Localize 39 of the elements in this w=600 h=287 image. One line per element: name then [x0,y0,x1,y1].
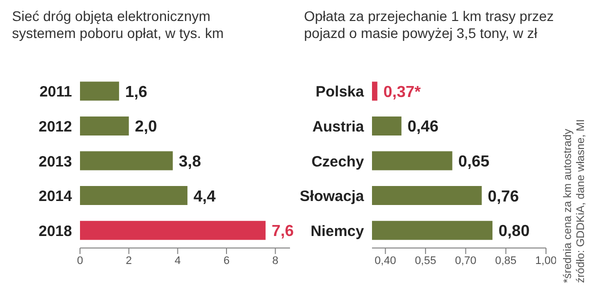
bar [80,186,188,206]
x-tick-label: 4 [174,254,181,267]
text: *średnia cena za km autostrady [562,128,575,283]
x-tick-label: 8 [272,254,278,267]
bar [80,82,120,101]
data-label: 4,4 [193,188,216,206]
data-label: 2,0 [134,118,158,136]
x-tick-label: 0,70 [454,254,476,267]
chart-title: Opłata za przejechanie 1 km trasy przez pojazd o masie powyżej 3,5 tony, w zł [303,8,555,43]
data-label: 3,8 [178,154,202,171]
y-tick-label: 2014 [38,188,73,206]
y-tick-label: 2018 [38,222,72,240]
y-tick-label: Słowacja [300,188,365,206]
x-tick-label: 0 [76,254,84,267]
y-tick-label: 2013 [38,153,72,170]
x-tick-label: 0,55 [414,254,436,267]
text: źródło: GDDKiA, dane własne, MI [575,118,588,283]
y-tick-label: Niemcy [310,222,365,240]
data-label: 0,37* [383,84,422,101]
bar [80,116,129,136]
chart-title: Sieć dróg objęta elektronicznym systemem poboru opłat, w tys. km [11,8,225,43]
bar [80,151,173,170]
data-label: 0,80 [498,223,530,240]
data-label: 7,6 [272,223,294,240]
y-tick-label: 2012 [38,118,72,136]
x-tick-label: 0,40 [374,254,396,267]
x-tick-label: 1,00 [535,254,557,267]
x-tick-label: 6 [223,254,230,267]
data-label: 1,6 [125,84,148,101]
data-label: 0,65 [458,154,490,171]
y-tick-label: Austria [312,118,365,136]
y-tick-label: Czechy [311,153,365,170]
x-tick-label: 0,85 [495,254,517,267]
y-tick-label: Polska [316,84,365,101]
x-tick-label: 2 [126,254,132,267]
data-label: 0,76 [488,188,519,206]
bar [80,220,266,240]
data-label: 0,46 [407,118,439,136]
y-tick-label: 2011 [39,84,72,101]
